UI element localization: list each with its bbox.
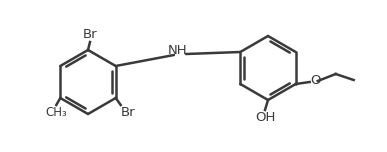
Text: OH: OH	[255, 111, 275, 124]
Text: Br: Br	[83, 28, 97, 41]
Text: O: O	[311, 74, 321, 88]
Text: NH: NH	[168, 45, 188, 57]
Text: Br: Br	[121, 106, 135, 119]
Text: CH₃: CH₃	[45, 106, 67, 119]
